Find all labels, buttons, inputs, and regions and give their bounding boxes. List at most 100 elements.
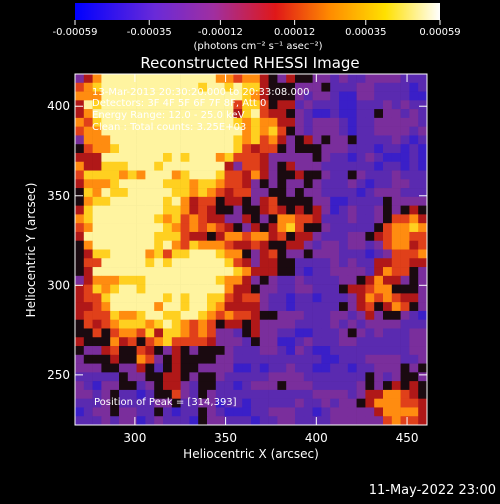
heatmap-cell (154, 328, 164, 338)
heatmap-cell (339, 126, 349, 136)
heatmap-cell (391, 293, 401, 303)
heatmap-cell (154, 319, 164, 329)
heatmap-cell (391, 135, 401, 145)
heatmap-cell (136, 196, 146, 206)
heatmap-cell (75, 152, 85, 163)
heatmap-cell (295, 284, 305, 294)
heatmap-cell (171, 337, 181, 347)
heatmap-cell (75, 372, 85, 382)
heatmap-cell (224, 161, 234, 171)
heatmap-cell (83, 346, 93, 356)
heatmap-cell (101, 319, 111, 329)
heatmap-cell (180, 117, 190, 127)
heatmap-cell (409, 152, 419, 163)
heatmap-cell (259, 179, 269, 189)
heatmap-cell (75, 328, 85, 338)
heatmap-cell (347, 240, 357, 250)
heatmap-cell (409, 293, 419, 303)
heatmap-cell (268, 188, 278, 198)
heatmap-cell (224, 214, 234, 224)
heatmap-cell (295, 372, 305, 382)
heatmap-cell (119, 407, 129, 417)
heatmap-cell (163, 135, 173, 145)
heatmap-cell (242, 267, 252, 277)
heatmap-cell (365, 284, 375, 294)
heatmap-cell (268, 240, 278, 250)
heatmap-cell (383, 346, 393, 356)
heatmap-cell (180, 170, 190, 180)
heatmap-cell (198, 363, 208, 373)
heatmap-cell (330, 267, 340, 277)
heatmap-cell (233, 74, 243, 84)
heatmap-cell (356, 91, 366, 101)
heatmap-cell (215, 372, 225, 382)
annotation-clean-counts: Clean : Total counts: 3.25E+03 (92, 122, 247, 133)
heatmap-cell (321, 144, 331, 154)
heatmap-cell (321, 161, 331, 171)
heatmap-cell (75, 354, 85, 364)
heatmap-cell (277, 346, 287, 356)
heatmap-cell (286, 152, 296, 163)
heatmap-cell (286, 310, 296, 321)
heatmap-cell (277, 74, 287, 84)
heatmap-cell (400, 249, 410, 259)
heatmap-cell (383, 407, 393, 417)
heatmap-cell (268, 117, 278, 127)
heatmap-cell (207, 144, 217, 154)
heatmap-cell (418, 398, 428, 408)
heatmap-cell (154, 275, 164, 285)
heatmap-cell (83, 372, 93, 382)
heatmap-cell (356, 363, 366, 373)
heatmap-cell (259, 152, 269, 163)
heatmap-cell (180, 407, 190, 417)
heatmap-cell (198, 319, 208, 329)
annotation-detectors: Detectors: 3F 4F 5F 6F 7F 8F, Att 0 (92, 98, 267, 109)
heatmap-cell (391, 398, 401, 408)
heatmap-cell (171, 196, 181, 206)
heatmap-cell (163, 346, 173, 356)
heatmap-cell (92, 196, 102, 206)
heatmap-cell (374, 416, 384, 426)
heatmap-cell (119, 337, 129, 347)
heatmap-cell (277, 363, 287, 373)
heatmap-cell (295, 135, 305, 145)
heatmap-cell (391, 337, 401, 347)
heatmap-cell (251, 293, 261, 303)
heatmap-cell (83, 74, 93, 84)
heatmap-cell (198, 161, 208, 171)
heatmap-cell (409, 381, 419, 391)
heatmap-cell (171, 240, 181, 250)
heatmap-cell (242, 275, 252, 285)
heatmap-cell (409, 249, 419, 259)
heatmap-cell (127, 363, 137, 373)
heatmap-cell (303, 258, 313, 268)
heatmap-cell (391, 152, 401, 163)
heatmap-cell (198, 144, 208, 154)
heatmap-cell (119, 152, 129, 163)
heatmap-cell (101, 74, 111, 84)
heatmap-cell (409, 319, 419, 329)
heatmap-cell (383, 267, 393, 277)
heatmap-cell (365, 328, 375, 338)
heatmap-cell (312, 284, 322, 294)
heatmap-cell (215, 109, 225, 119)
heatmap-cell (418, 205, 428, 215)
heatmap-cell (119, 240, 129, 250)
heatmap-cell (75, 310, 85, 321)
heatmap-cell (383, 302, 393, 312)
heatmap-cell (295, 398, 305, 408)
heatmap-cell (286, 205, 296, 215)
heatmap-cell (365, 82, 375, 92)
heatmap-cell (163, 214, 173, 224)
heatmap-cell (400, 100, 410, 110)
heatmap-cell (110, 82, 120, 92)
heatmap-cell (189, 328, 199, 338)
heatmap-cell (180, 179, 190, 189)
heatmap-cell (321, 126, 331, 136)
heatmap-cell (180, 398, 190, 408)
heatmap-cell (136, 310, 146, 321)
heatmap-cell (356, 310, 366, 321)
heatmap-cell (154, 144, 164, 154)
heatmap-cell (409, 144, 419, 154)
heatmap-cell (75, 223, 85, 233)
